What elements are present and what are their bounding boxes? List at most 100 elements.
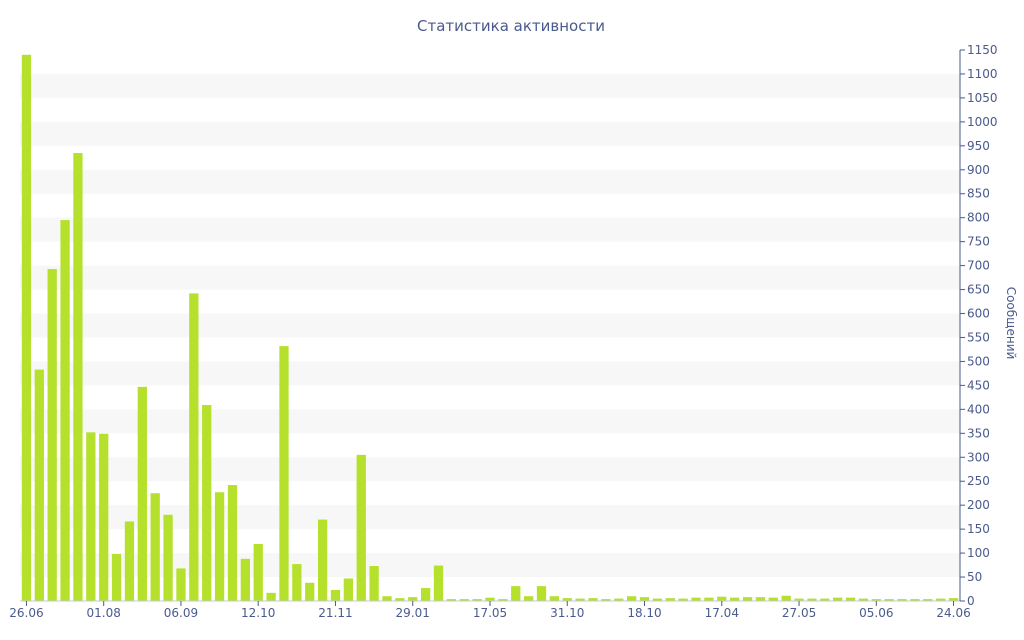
y-tick-label: 850: [967, 187, 990, 201]
bar: [936, 598, 946, 601]
x-tick-label: 26.06: [9, 606, 43, 620]
bar: [639, 597, 650, 601]
bar: [343, 578, 353, 601]
y-tick-label: 450: [967, 378, 990, 392]
x-tick-label: 06.09: [164, 606, 198, 620]
bar: [253, 543, 263, 601]
bar: [575, 598, 585, 601]
y-tick-label: 650: [967, 283, 990, 297]
bar: [601, 599, 611, 601]
bar: [897, 599, 907, 601]
bar: [137, 386, 147, 601]
bar: [845, 597, 856, 601]
bar: [536, 586, 547, 601]
y-tick-label: 500: [967, 354, 990, 368]
bar: [665, 598, 675, 601]
bar: [446, 599, 457, 601]
bar: [523, 596, 534, 601]
y-tick-label: 1050: [967, 91, 998, 105]
x-tick-label: 17.04: [705, 606, 739, 620]
bar: [305, 582, 315, 601]
x-tick-label: 17.05: [473, 606, 507, 620]
bar: [433, 565, 444, 601]
bar: [240, 558, 250, 601]
y-tick-label: 150: [967, 522, 990, 536]
bar: [317, 519, 328, 601]
y-tick-label: 350: [967, 426, 990, 440]
bar: [73, 153, 83, 601]
bar: [408, 597, 418, 601]
bar: [833, 597, 843, 601]
bar: [176, 568, 186, 601]
y-axis-ticks: 0 50 100 150 200 250 300 350 400 450 500 550 600 650 7…: [960, 43, 998, 608]
bar: [47, 268, 57, 601]
y-tick-label: 200: [967, 498, 990, 512]
bar: [820, 598, 830, 601]
y-tick-label: 550: [967, 330, 990, 344]
x-tick-label: 12.10: [241, 606, 275, 620]
grid-band: [20, 409, 960, 434]
bar: [511, 586, 521, 601]
bar: [60, 220, 70, 601]
y-tick-label: 800: [967, 211, 990, 225]
bar: [627, 596, 637, 601]
y-tick-label: 1150: [967, 43, 998, 57]
bar: [369, 566, 379, 601]
grid-band: [20, 505, 960, 530]
bar: [923, 599, 933, 601]
bar: [292, 564, 302, 601]
bar: [588, 598, 598, 601]
bar: [395, 598, 405, 601]
grid-band: [20, 217, 960, 242]
grid-band: [20, 73, 960, 98]
grid-band: [20, 457, 960, 482]
grid-band: [20, 313, 960, 338]
bar: [189, 293, 199, 601]
y-tick-label: 1100: [967, 67, 998, 81]
bar: [652, 598, 663, 601]
y-axis-title: Сообщений: [1004, 287, 1018, 360]
bar: [730, 597, 740, 601]
bar: [124, 521, 135, 601]
bar: [871, 599, 881, 601]
bar: [279, 346, 289, 601]
bar: [356, 454, 366, 601]
y-tick-label: 400: [967, 402, 990, 416]
bar: [614, 598, 624, 601]
chart-title: Статистика активности: [417, 17, 605, 35]
bar: [704, 597, 714, 601]
bar: [99, 433, 109, 601]
x-tick-label: 18.10: [627, 606, 661, 620]
y-tick-label: 900: [967, 163, 990, 177]
bar: [420, 588, 431, 601]
bar: [150, 493, 160, 601]
bar: [382, 596, 392, 601]
bar: [807, 598, 817, 601]
bar: [472, 599, 482, 601]
bar: [485, 597, 495, 601]
bar: [202, 405, 212, 601]
bar: [678, 598, 688, 601]
x-tick-label: 24.06: [936, 606, 970, 620]
x-tick-label: 01.08: [87, 606, 121, 620]
bar: [34, 369, 44, 601]
bar-series: [21, 54, 959, 601]
y-tick-label: 0: [967, 594, 975, 608]
y-tick-label: 300: [967, 450, 990, 464]
x-tick-label: 27.05: [782, 606, 816, 620]
grid-bands: [20, 73, 960, 578]
grid-band: [20, 553, 960, 578]
bar: [498, 599, 508, 601]
y-tick-label: 100: [967, 546, 990, 560]
bar: [794, 598, 804, 601]
bar: [214, 492, 225, 601]
bar: [266, 592, 276, 601]
grid-band: [20, 121, 960, 146]
bar: [330, 589, 341, 601]
grid-band: [20, 361, 960, 386]
x-tick-label: 21.11: [318, 606, 352, 620]
bar: [884, 599, 894, 601]
bar: [562, 598, 572, 601]
y-tick-label: 700: [967, 259, 990, 273]
